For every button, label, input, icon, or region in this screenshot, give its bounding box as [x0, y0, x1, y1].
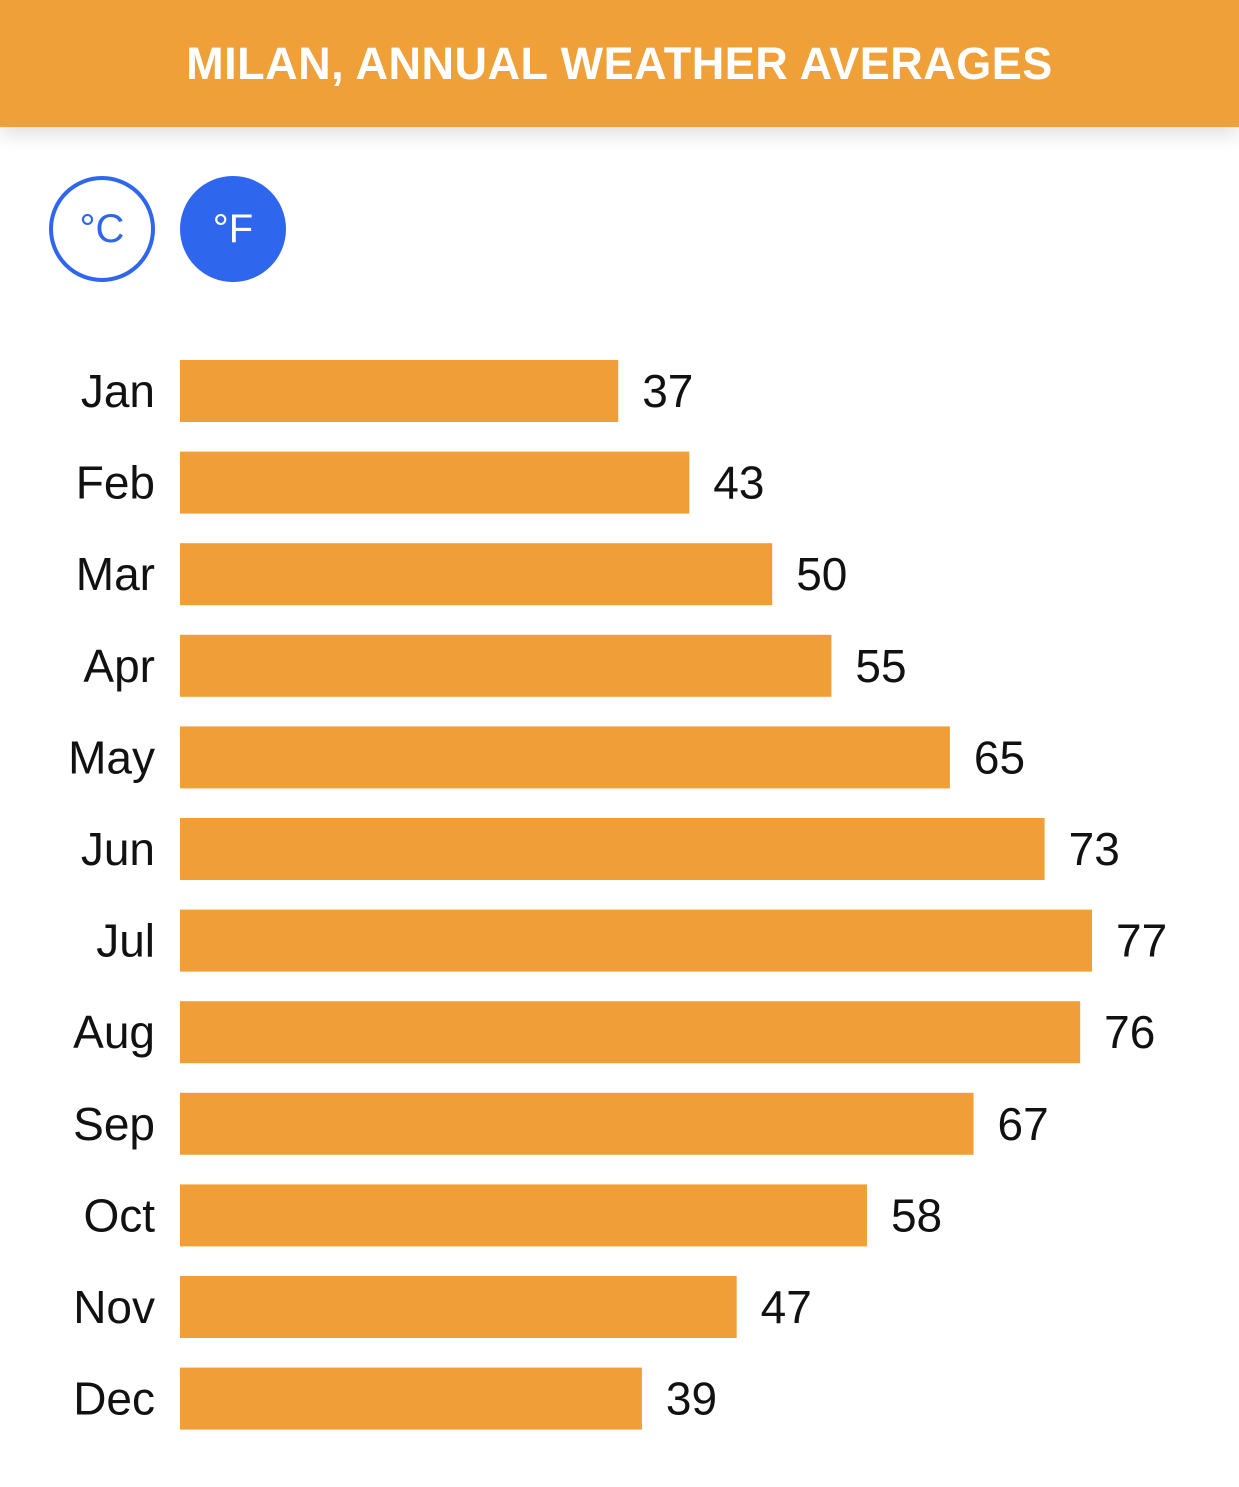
value-label-apr: 55 — [855, 640, 906, 692]
bar-mar — [180, 543, 773, 606]
bar-jul — [180, 909, 1092, 972]
bar-may — [180, 726, 950, 789]
value-label-aug: 76 — [1104, 1006, 1155, 1058]
category-label-apr: Apr — [83, 640, 155, 692]
category-label-mar: Mar — [76, 548, 155, 600]
category-label-sep: Sep — [73, 1098, 155, 1150]
category-label-oct: Oct — [83, 1189, 155, 1241]
header-bar: MILAN, ANNUAL WEATHER AVERAGES — [0, 0, 1239, 127]
category-label-may: May — [68, 731, 155, 783]
value-label-feb: 43 — [713, 457, 764, 509]
celsius-toggle-button[interactable]: °C — [49, 176, 155, 282]
bar-aug — [180, 1001, 1081, 1064]
value-label-nov: 47 — [761, 1281, 812, 1333]
value-label-sep: 67 — [998, 1098, 1049, 1150]
value-label-jan: 37 — [642, 365, 693, 417]
page-title: MILAN, ANNUAL WEATHER AVERAGES — [186, 37, 1053, 89]
bar-sep — [180, 1092, 974, 1155]
value-label-jun: 73 — [1069, 823, 1120, 875]
value-label-mar: 50 — [796, 548, 847, 600]
category-label-aug: Aug — [73, 1006, 155, 1058]
category-label-nov: Nov — [73, 1281, 155, 1333]
value-label-oct: 58 — [891, 1189, 942, 1241]
bar-nov — [180, 1276, 737, 1338]
category-label-jul: Jul — [96, 915, 155, 967]
value-label-jul: 77 — [1116, 915, 1167, 967]
bar-jun — [180, 818, 1045, 880]
fahrenheit-toggle-button[interactable]: °F — [180, 176, 286, 282]
bar-apr — [180, 634, 832, 697]
value-label-may: 65 — [974, 731, 1025, 783]
bar-jan — [180, 360, 619, 422]
bar-dec — [180, 1367, 642, 1430]
bar-feb — [180, 451, 690, 514]
category-label-feb: Feb — [76, 457, 155, 509]
value-label-dec: 39 — [666, 1373, 717, 1425]
bar-oct — [180, 1184, 867, 1247]
category-label-dec: Dec — [73, 1373, 155, 1425]
category-label-jun: Jun — [81, 823, 155, 875]
category-label-jan: Jan — [81, 365, 155, 417]
